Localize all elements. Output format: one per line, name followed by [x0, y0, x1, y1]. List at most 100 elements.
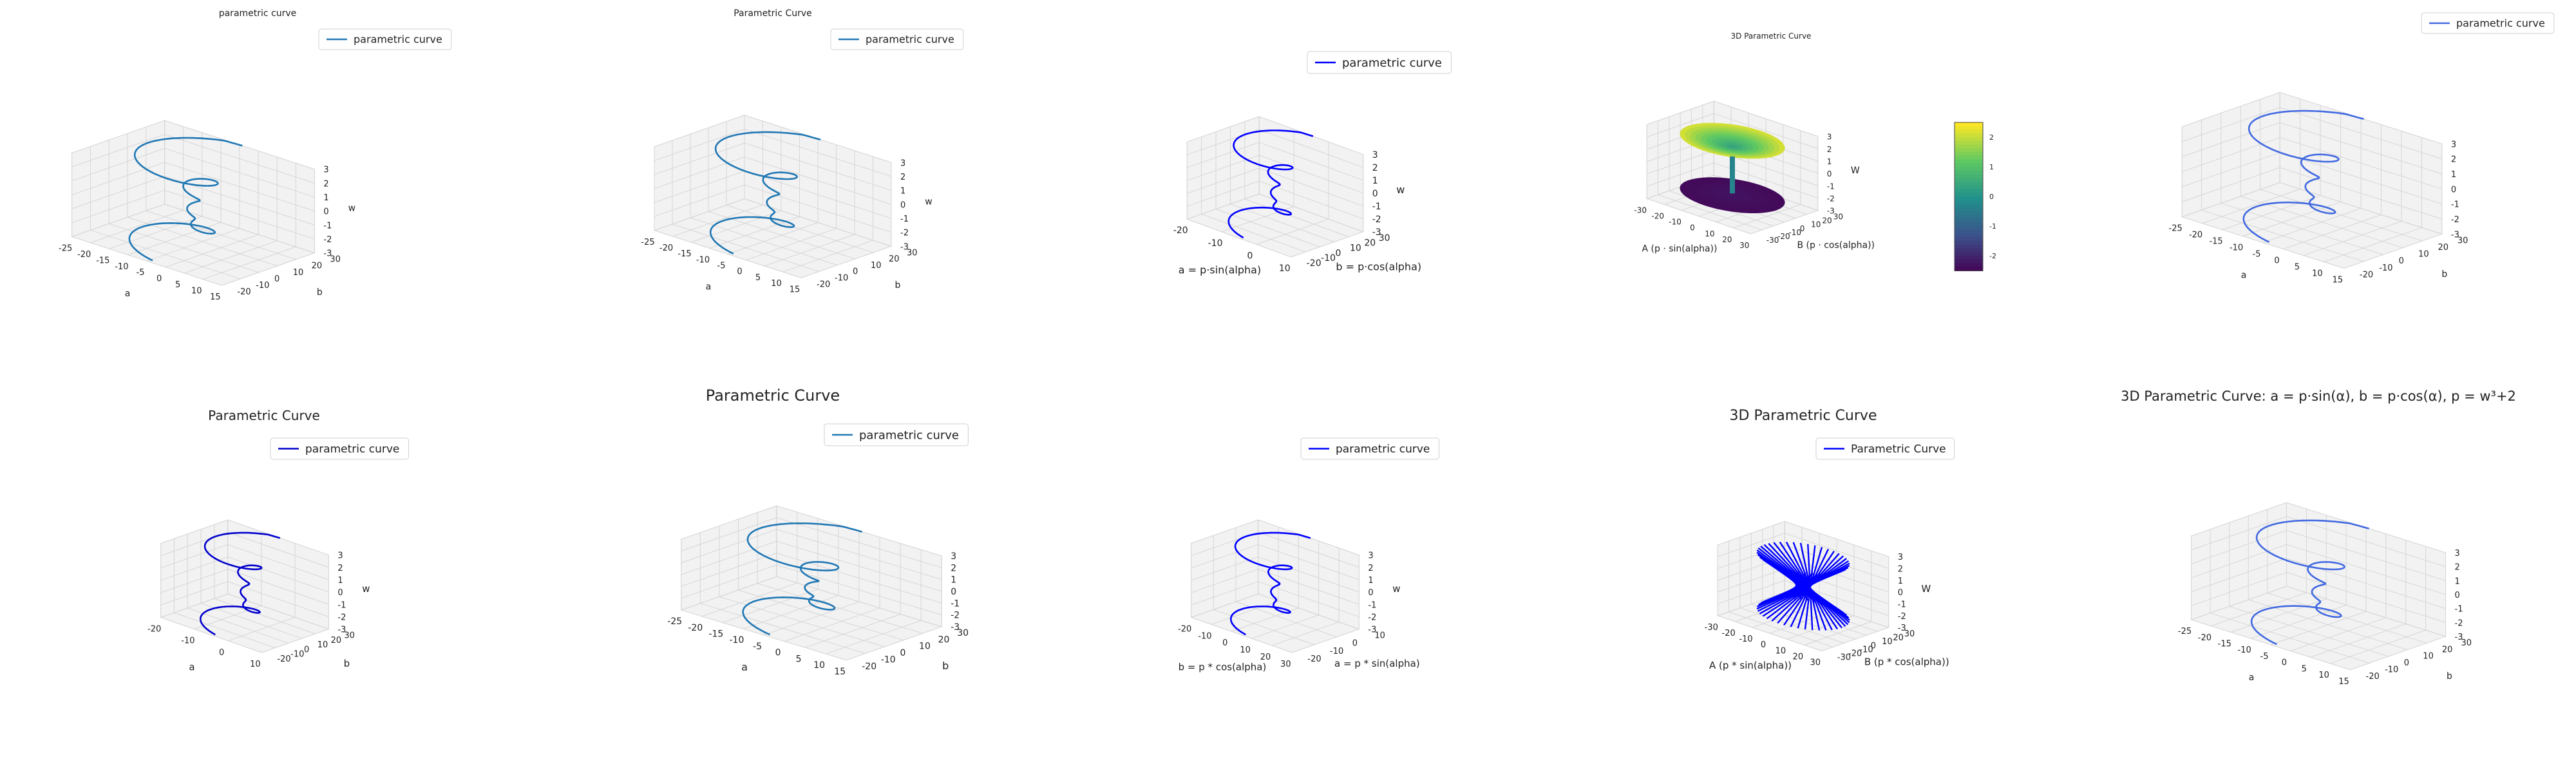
z-axis-label: W — [1851, 166, 1860, 176]
colorbar-step — [1955, 248, 1983, 253]
z-tick-label: 0 — [323, 207, 328, 217]
y-tick-label: 30 — [2458, 236, 2468, 245]
x-tick-label: 0 — [775, 648, 781, 658]
colorbar-step — [1955, 237, 1983, 242]
x-tick-label: -15 — [677, 249, 691, 259]
series-line — [128, 137, 243, 262]
z-tick-label: 2 — [1827, 145, 1832, 154]
x-tick-label: -20 — [2189, 231, 2202, 240]
chart-title: 3D Parametric Curve — [1730, 408, 1877, 424]
z-tick-label: -1 — [900, 215, 909, 224]
colorbar-step — [1955, 148, 1983, 153]
x-axis-label: a — [741, 661, 748, 673]
x-tick-label: 10 — [1776, 646, 1786, 656]
chart-svg: 3D Parametric Curve-30-20-100102030-30-2… — [1705, 408, 1955, 671]
x-tick-label: 0 — [1761, 640, 1766, 650]
y-tick-label: 10 — [1811, 220, 1821, 229]
x-tick-label: -20 — [1651, 212, 1664, 221]
x-tick-label: -10 — [2238, 645, 2251, 655]
z-tick-label: -3 — [2455, 633, 2463, 642]
chart-svg: parametric curve-25-20-15-10-5051015-20-… — [59, 8, 452, 302]
colorbar-step — [1955, 222, 1983, 227]
z-tick-label: 1 — [337, 576, 343, 586]
x-tick-label: -20 — [1178, 624, 1191, 634]
colorbar-step — [1955, 155, 1983, 160]
z-tick-label: 1 — [2455, 577, 2460, 586]
y-tick-label: 10 — [1350, 243, 1361, 253]
y-tick-label: 10 — [1374, 631, 1385, 641]
y-tick-label: -10 — [1788, 228, 1801, 237]
chart-title: parametric curve — [219, 8, 297, 19]
surface — [1680, 122, 1785, 213]
chart-panel-9: 3D Parametric Curve -30 -20 -10 0 10 20 30 -30 -2… — [1546, 386, 2061, 773]
z-tick-label: 0 — [1898, 588, 1903, 598]
x-tick-label: 10 — [1240, 645, 1251, 655]
colorbar-step — [1955, 133, 1983, 138]
z-tick-label: -3 — [951, 622, 960, 633]
x-tick-label: -5 — [2260, 652, 2269, 662]
colorbar-step — [1955, 204, 1983, 209]
x-tick-label: 10 — [1705, 229, 1714, 238]
y-tick-label: 20 — [2438, 243, 2448, 253]
y-tick-label: 30 — [2461, 638, 2472, 648]
z-tick-label: -3 — [1898, 624, 1906, 633]
legend-label: parametric curve — [354, 33, 442, 46]
y-tick-label: 20 — [1822, 216, 1832, 225]
x-axis-label: A (p · sin(alpha)) — [1642, 244, 1718, 254]
z-tick-label: 3 — [1827, 133, 1832, 142]
x-tick-label: -15 — [708, 629, 723, 639]
z-tick-label: 3 — [1372, 150, 1378, 160]
gridlines — [160, 519, 329, 653]
gridlines — [2191, 502, 2446, 671]
z-tick-label: 0 — [1372, 189, 1378, 199]
y-tick-label: 20 — [938, 635, 950, 645]
legend: parametric curve — [270, 437, 410, 460]
colorbar-step — [1955, 196, 1983, 201]
chart-svg: Parametric Curve-25-20-15-10-5051015-20-… — [641, 8, 964, 294]
colorbar-tick-label: -2 — [1989, 252, 1996, 260]
colorbar-step — [1955, 170, 1983, 175]
y-axis-label: B (p · cos(alpha)) — [1797, 240, 1875, 251]
colorbar-tick-label: 2 — [1989, 133, 1994, 142]
z-tick-label: 1 — [2451, 170, 2456, 180]
y-tick-label: 10 — [1882, 637, 1893, 647]
x-tick-label: -25 — [641, 238, 654, 247]
x-tick-label: -10 — [1208, 238, 1223, 249]
y-tick-label: 0 — [1871, 641, 1876, 651]
z-tick-label: 1 — [1368, 576, 1373, 586]
chart-panel-6: Parametric Curve -20 -10 0 10 -20 -10 0 10 20 30 -3… — [0, 386, 515, 773]
x-tick-label: -25 — [2169, 224, 2183, 234]
x-tick-label: -10 — [115, 262, 128, 272]
z-tick-label: 3 — [323, 166, 328, 175]
colorbar-step — [1955, 122, 1983, 127]
x-tick-label: 10 — [2318, 671, 2329, 680]
chart-svg: Parametric Curve-25-20-15-10-5051015-20-… — [667, 386, 969, 677]
x-tick-label: 0 — [1222, 638, 1227, 648]
x-tick-label: -10 — [2230, 243, 2243, 253]
z-tick-label: 3 — [951, 551, 956, 562]
y-tick-label: 20 — [312, 262, 323, 271]
colorbar-step — [1955, 211, 1983, 216]
x-tick-label: -10 — [181, 636, 194, 646]
chart-panel-7: Parametric Curve -25 -20 -15 -10 -5 0 5 10 15 -20-… — [515, 386, 1030, 773]
z-tick-label: 3 — [900, 158, 905, 168]
y-tick-label: 20 — [889, 254, 900, 264]
z-tick-label: 2 — [1372, 163, 1378, 173]
x-tick-label: -20 — [2198, 633, 2211, 643]
legend: parametric curve — [1300, 437, 1440, 460]
chart-panel-2: Parametric Curve -25 -20 -15 -10 -5 0 5 10 15 -20-… — [515, 0, 1030, 386]
y-tick-label: 0 — [274, 274, 279, 284]
colorbar-step — [1955, 167, 1983, 171]
y-tick-label: -30 — [1837, 653, 1851, 663]
x-tick-label: -30 — [1634, 205, 1647, 215]
chart-panel-1: parametric curve -25 -20 -15 -10 -5 0 5 10 15 -20-… — [0, 0, 515, 386]
surface-band — [1727, 144, 1738, 149]
legend: parametric curve — [830, 28, 964, 50]
gridlines — [1186, 116, 1364, 258]
y-axis-label: b — [942, 660, 949, 672]
z-tick-label: 1 — [1898, 577, 1903, 586]
z-tick-label: -3 — [1827, 207, 1835, 216]
z-tick-label: -2 — [1898, 612, 1906, 622]
x-axis-label: A (p * sin(alpha)) — [1709, 660, 1792, 671]
